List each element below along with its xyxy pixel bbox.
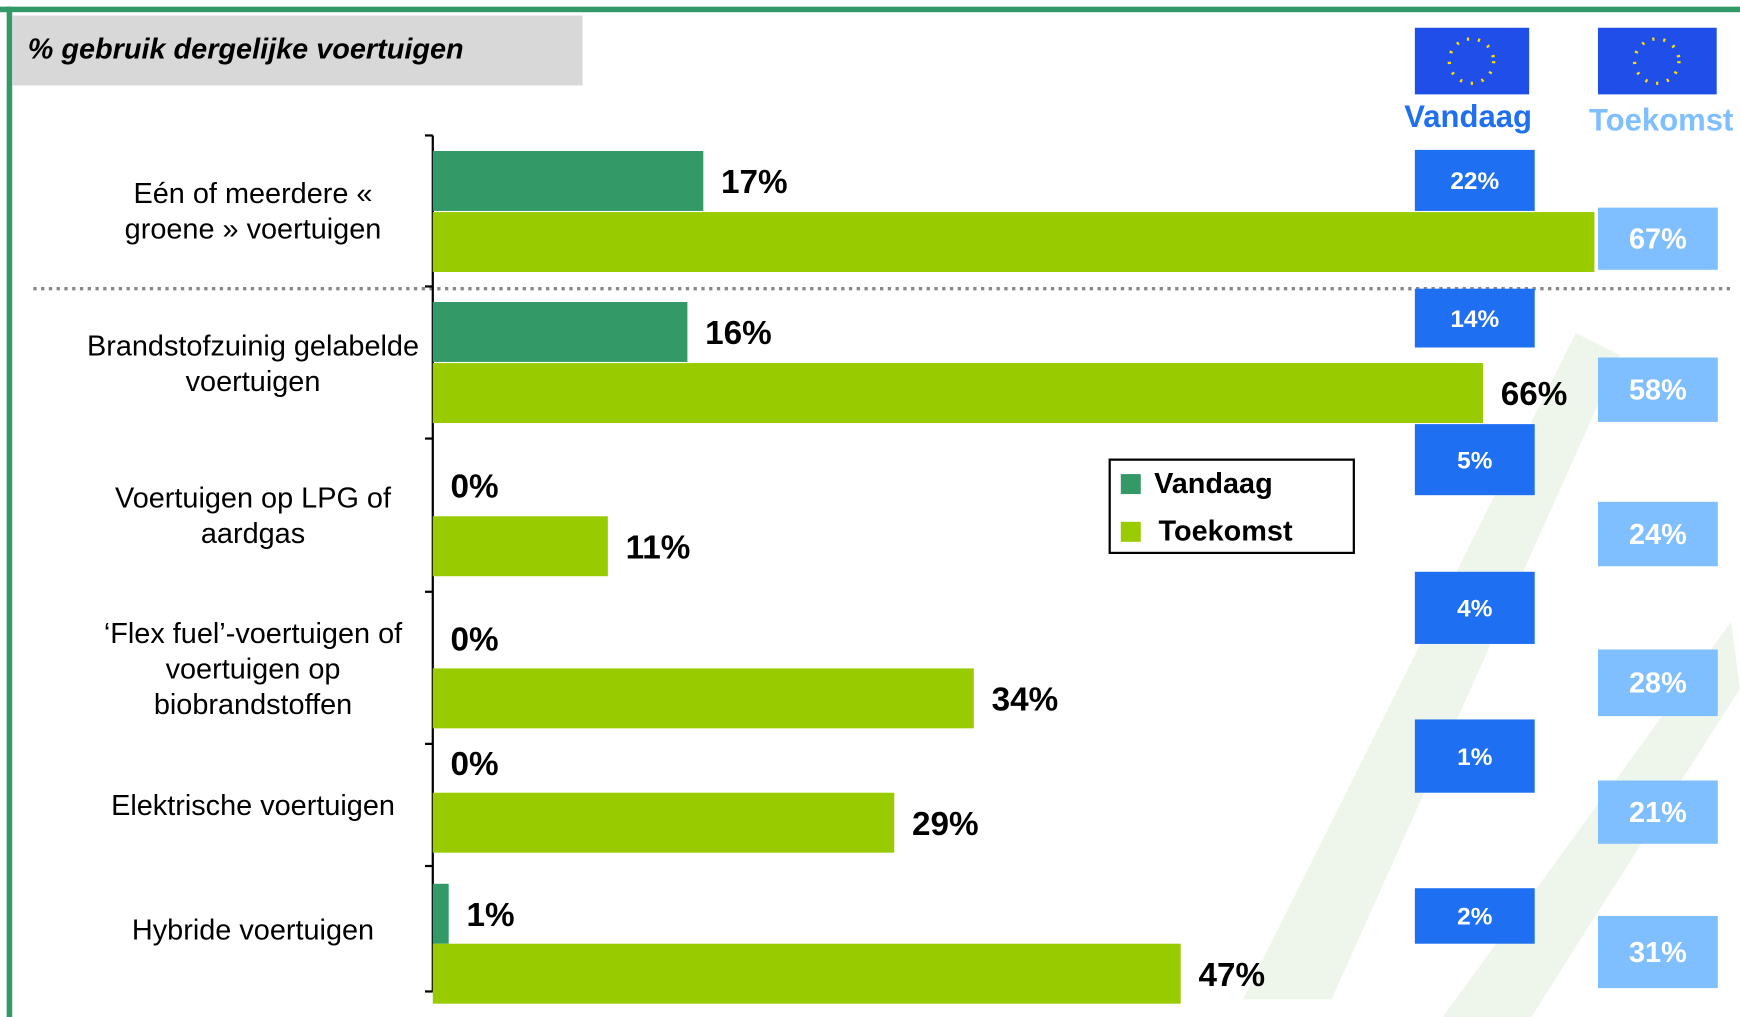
bar — [432, 150, 704, 211]
value-box — [1414, 888, 1535, 944]
value-box — [1414, 149, 1535, 211]
x-tick-label: Elektrische voertuigen — [111, 788, 395, 822]
eu-flags — [1414, 27, 1717, 95]
x-tick-label: Hybride voertuigen — [131, 912, 375, 946]
x-tick-label: Eén of meerdere « groene » voertuigen — [124, 176, 382, 246]
bar — [432, 668, 974, 729]
category-label: Elektrische voertuigen — [111, 788, 395, 822]
bar — [432, 516, 608, 577]
box-label: 2% — [1457, 904, 1493, 931]
bar — [432, 363, 1484, 424]
box-label: 21% — [1629, 797, 1687, 829]
data-label: 66% — [1501, 376, 1568, 413]
box-label: 22% — [1450, 168, 1499, 195]
x-tick-label: Voertuigen op LPG of aardgas — [115, 480, 391, 550]
box-label: 28% — [1629, 668, 1687, 700]
data-label: 16% — [705, 315, 772, 352]
box-label: 1% — [1457, 744, 1493, 771]
value-box — [1597, 207, 1718, 270]
box-label: 14% — [1450, 306, 1499, 333]
flag-stars — [1447, 37, 1496, 85]
data-label: 11% — [626, 529, 691, 566]
value-box — [1597, 649, 1718, 717]
box-label: 5% — [1457, 447, 1493, 474]
x-tick-label: ‘Flex fuel’-voertuigen of voertuigen op … — [103, 615, 403, 721]
value-box — [1414, 571, 1535, 644]
data-label: 34% — [992, 681, 1059, 718]
category-label: Eén of meerdere « groene » voertuigen — [124, 176, 382, 246]
bar — [432, 943, 1181, 1004]
box-label: 31% — [1629, 937, 1687, 969]
legend-swatch — [1120, 474, 1141, 495]
value-box — [1597, 780, 1718, 844]
bar — [432, 212, 1595, 273]
frame-left — [6, 6, 13, 1017]
value-box — [1414, 719, 1535, 793]
box-label: 4% — [1457, 596, 1493, 623]
legend-label: Toekomst — [1159, 516, 1293, 548]
bar — [432, 883, 449, 944]
watermark — [1242, 333, 1740, 1017]
legend-label: Vandaag — [1154, 468, 1273, 500]
bar — [432, 792, 895, 853]
box-label: 67% — [1629, 224, 1687, 256]
box-label: 58% — [1629, 375, 1687, 407]
box-label: 24% — [1629, 519, 1687, 551]
value-box — [1597, 501, 1718, 567]
frame-top — [0, 6, 1740, 13]
data-label: 17% — [721, 164, 788, 201]
value-box — [1597, 915, 1718, 989]
data-label: 0% — [451, 746, 499, 783]
value-box — [1597, 357, 1718, 422]
bar — [432, 301, 688, 362]
data-label: 0% — [451, 468, 499, 505]
data-label: 29% — [912, 806, 979, 843]
category-label: ‘Flex fuel’-voertuigen of voertuigen op … — [103, 615, 403, 721]
data-label: 47% — [1198, 957, 1265, 994]
value-box — [1414, 424, 1535, 496]
data-label: 0% — [451, 622, 499, 659]
category-label: Voertuigen op LPG of aardgas — [115, 480, 391, 550]
value-box — [1414, 288, 1535, 348]
chart-title: % gebruik dergelijke voertuigen — [28, 34, 464, 66]
x-tick-label: Brandstofzuinig gelabelde voertuigen — [86, 328, 420, 397]
category-label: Brandstofzuinig gelabelde voertuigen — [86, 328, 420, 397]
legend-swatch — [1120, 521, 1141, 542]
column-header: Vandaag — [1404, 99, 1532, 134]
flag-stars — [1632, 37, 1681, 85]
title-box — [12, 15, 583, 86]
category-label: Hybride voertuigen — [131, 912, 375, 946]
legend — [1108, 458, 1355, 555]
column-header: Toekomst — [1589, 102, 1733, 137]
data-label: 1% — [466, 897, 514, 934]
